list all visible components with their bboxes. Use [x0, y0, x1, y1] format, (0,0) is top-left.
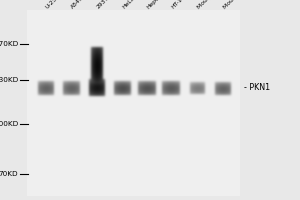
Text: A549: A549 [70, 0, 85, 10]
Text: HeLa: HeLa [122, 0, 136, 10]
Text: 130KD: 130KD [0, 77, 18, 83]
Text: - PKN1: - PKN1 [244, 83, 271, 92]
Text: 293T: 293T [96, 0, 110, 10]
Text: 100KD: 100KD [0, 121, 18, 127]
Text: Mouse kidney: Mouse kidney [196, 0, 230, 10]
Text: 170KD: 170KD [0, 41, 18, 47]
Text: U-251: U-251 [45, 0, 62, 10]
Text: Mouse spleen: Mouse spleen [222, 0, 255, 10]
Text: HepG2: HepG2 [146, 0, 164, 10]
Text: 70KD: 70KD [0, 171, 18, 177]
Bar [27, 10, 240, 196]
Text: HT-1080: HT-1080 [170, 0, 191, 10]
